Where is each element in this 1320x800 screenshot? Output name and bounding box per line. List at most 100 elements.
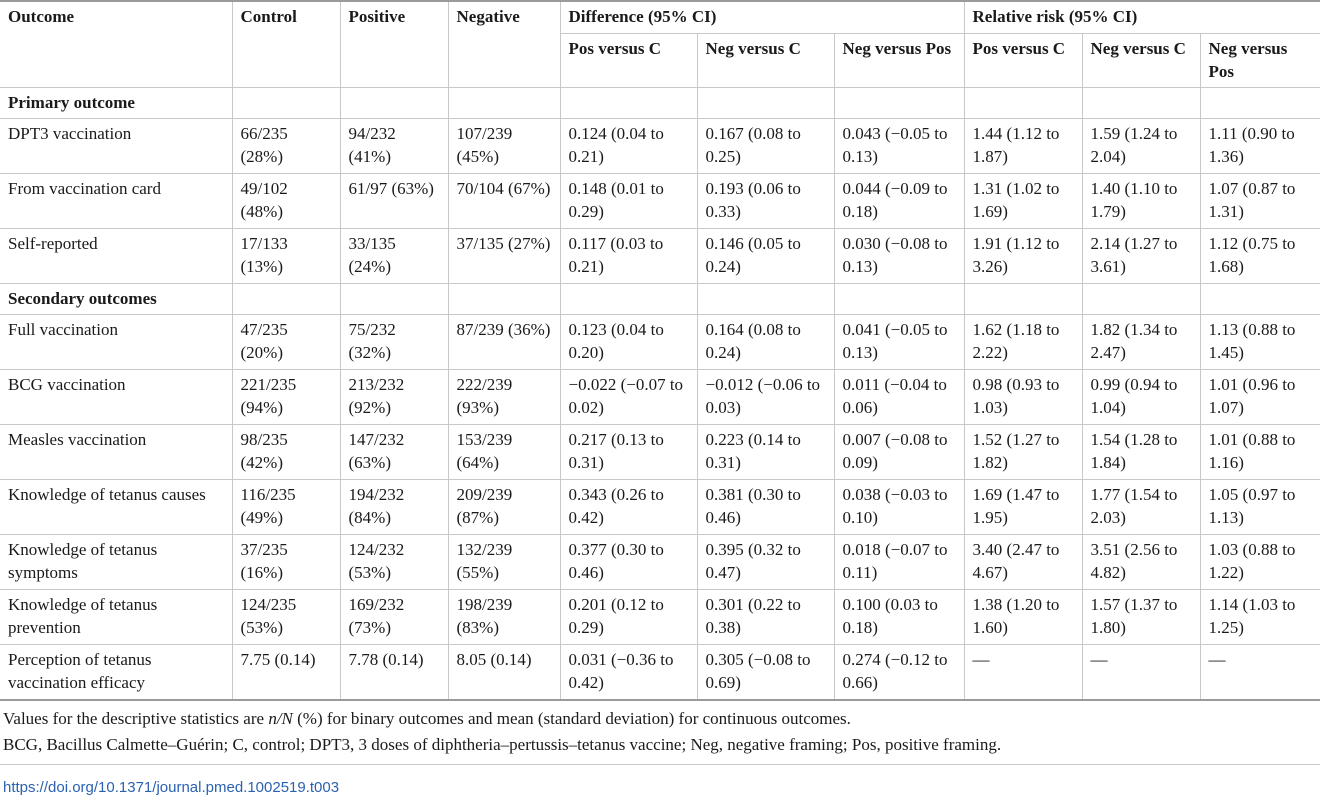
cell-r-pos-c: — bbox=[963, 644, 1083, 701]
cell-r-pos-c: 1.62 (1.18 to 2.22) bbox=[963, 314, 1083, 370]
cell-r-neg-c: 1.57 (1.37 to 1.80) bbox=[1081, 589, 1201, 645]
results-table: Outcome Control Positive Negative Differ… bbox=[0, 0, 1320, 701]
cell-positive: 194/232 (84%) bbox=[339, 479, 449, 535]
section-label-secondary: Secondary outcomes bbox=[0, 283, 233, 315]
doi-link[interactable]: https://doi.org/10.1371/journal.pmed.100… bbox=[3, 779, 340, 796]
footnote-values: Values for the descriptive statistics ar… bbox=[3, 709, 851, 728]
cell-d-neg-c: 0.301 (0.22 to 0.38) bbox=[696, 589, 835, 645]
cell-d-neg-c: 0.395 (0.32 to 0.47) bbox=[696, 534, 835, 590]
cell-negative: 153/239 (64%) bbox=[447, 424, 561, 480]
cell-r-pos-c: 0.98 (0.93 to 1.03) bbox=[963, 369, 1083, 425]
col-header-diff-neg-c: Neg versus C bbox=[696, 33, 835, 88]
table-row: Knowledge of tetanus symptoms 37/235 (16%… bbox=[0, 534, 1320, 590]
cell-r-pos-c: 1.69 (1.47 to 1.95) bbox=[963, 479, 1083, 535]
cell-positive: 7.78 (0.14) bbox=[339, 644, 449, 701]
cell-r-neg-c: — bbox=[1081, 644, 1201, 701]
cell-d-pos-c: 0.377 (0.30 to 0.46) bbox=[559, 534, 698, 590]
cell-negative: 8.05 (0.14) bbox=[447, 644, 561, 701]
col-header-diff-pos-c: Pos versus C bbox=[560, 33, 698, 88]
col-header-diff-neg-pos: Neg versus Pos bbox=[833, 33, 965, 88]
cell-negative: 107/239 (45%) bbox=[447, 118, 561, 174]
cell-control: 66/235 (28%) bbox=[231, 118, 341, 174]
table-footnotes: Values for the descriptive statistics ar… bbox=[3, 706, 1001, 758]
cell-outcome: Self-reported bbox=[0, 228, 233, 284]
cell-control: 7.75 (0.14) bbox=[231, 644, 341, 701]
cell-d-neg-pos: 0.100 (0.03 to 0.18) bbox=[833, 589, 965, 645]
cell-outcome: Knowledge of tetanus causes bbox=[0, 479, 233, 535]
col-header-outcome: Outcome bbox=[0, 0, 233, 88]
cell-negative: 209/239 (87%) bbox=[447, 479, 561, 535]
cell-negative: 222/239 (93%) bbox=[447, 369, 561, 425]
cell-r-neg-pos: 1.12 (0.75 to 1.68) bbox=[1199, 228, 1320, 284]
cell-negative: 198/239 (83%) bbox=[447, 589, 561, 645]
table-row: Full vaccination 47/235 (20%) 75/232 (32%)… bbox=[0, 314, 1320, 370]
col-header-positive: Positive bbox=[339, 0, 449, 88]
col-group-difference: Difference (95% CI) bbox=[559, 0, 965, 34]
col-header-control: Control bbox=[231, 0, 341, 88]
cell-d-neg-pos: 0.030 (−0.08 to 0.13) bbox=[833, 228, 965, 284]
cell-r-neg-pos: — bbox=[1199, 644, 1320, 701]
cell-positive: 33/135 (24%) bbox=[339, 228, 449, 284]
header-row-1: Outcome Control Positive Negative Differ… bbox=[0, 0, 1320, 88]
cell-r-neg-c: 0.99 (0.94 to 1.04) bbox=[1081, 369, 1201, 425]
section-row-secondary: Secondary outcomes bbox=[0, 283, 1320, 315]
cell-positive: 147/232 (63%) bbox=[339, 424, 449, 480]
cell-r-pos-c: 1.38 (1.20 to 1.60) bbox=[963, 589, 1083, 645]
cell-positive: 94/232 (41%) bbox=[339, 118, 449, 174]
cell-r-pos-c: 1.52 (1.27 to 1.82) bbox=[963, 424, 1083, 480]
cell-d-neg-c: 0.146 (0.05 to 0.24) bbox=[696, 228, 835, 284]
cell-outcome: Knowledge of tetanus prevention bbox=[0, 589, 233, 645]
cell-r-neg-c: 1.54 (1.28 to 1.84) bbox=[1081, 424, 1201, 480]
cell-outcome: BCG vaccination bbox=[0, 369, 233, 425]
cell-r-neg-c: 1.59 (1.24 to 2.04) bbox=[1081, 118, 1201, 174]
cell-r-neg-pos: 1.14 (1.03 to 1.25) bbox=[1199, 589, 1320, 645]
cell-d-pos-c: 0.201 (0.12 to 0.29) bbox=[559, 589, 698, 645]
cell-outcome: From vaccination card bbox=[0, 173, 233, 229]
cell-outcome: Knowledge of tetanus symptoms bbox=[0, 534, 233, 590]
footnote-abbreviations: BCG, Bacillus Calmette–Guérin; C, contro… bbox=[3, 735, 1002, 754]
cell-d-neg-pos: 0.011 (−0.04 to 0.06) bbox=[833, 369, 965, 425]
cell-d-neg-pos: 0.043 (−0.05 to 0.13) bbox=[833, 118, 965, 174]
cell-d-neg-c: 0.167 (0.08 to 0.25) bbox=[696, 118, 835, 174]
cell-r-neg-c: 1.40 (1.10 to 1.79) bbox=[1081, 173, 1201, 229]
cell-outcome: Measles vaccination bbox=[0, 424, 233, 480]
cell-r-neg-pos: 1.03 (0.88 to 1.22) bbox=[1199, 534, 1320, 590]
table-row: Knowledge of tetanus prevention 124/235 (… bbox=[0, 589, 1320, 645]
table-row: Perception of tetanus vaccination effica… bbox=[0, 644, 1320, 701]
col-header-rr-neg-pos: Neg versus Pos bbox=[1199, 33, 1320, 88]
cell-outcome: Full vaccination bbox=[0, 314, 233, 370]
cell-negative: 37/135 (27%) bbox=[447, 228, 561, 284]
cell-control: 116/235 (49%) bbox=[231, 479, 341, 535]
cell-d-neg-pos: 0.274 (−0.12 to 0.66) bbox=[833, 644, 965, 701]
cell-d-pos-c: 0.148 (0.01 to 0.29) bbox=[559, 173, 698, 229]
cell-d-pos-c: 0.117 (0.03 to 0.21) bbox=[559, 228, 698, 284]
cell-d-neg-c: 0.223 (0.14 to 0.31) bbox=[696, 424, 835, 480]
cell-control: 37/235 (16%) bbox=[231, 534, 341, 590]
cell-d-pos-c: 0.031 (−0.36 to 0.42) bbox=[559, 644, 698, 701]
cell-d-pos-c: 0.123 (0.04 to 0.20) bbox=[559, 314, 698, 370]
cell-d-neg-c: 0.305 (−0.08 to 0.69) bbox=[696, 644, 835, 701]
cell-positive: 169/232 (73%) bbox=[339, 589, 449, 645]
cell-r-neg-c: 1.77 (1.54 to 2.03) bbox=[1081, 479, 1201, 535]
cell-r-neg-c: 1.82 (1.34 to 2.47) bbox=[1081, 314, 1201, 370]
col-header-negative: Negative bbox=[447, 0, 561, 88]
col-header-rr-neg-c: Neg versus C bbox=[1081, 33, 1201, 88]
cell-r-neg-pos: 1.13 (0.88 to 1.45) bbox=[1199, 314, 1320, 370]
cell-d-pos-c: −0.022 (−0.07 to 0.02) bbox=[559, 369, 698, 425]
cell-negative: 87/239 (36%) bbox=[447, 314, 561, 370]
cell-d-pos-c: 0.124 (0.04 to 0.21) bbox=[559, 118, 698, 174]
cell-outcome: DPT3 vaccination bbox=[0, 118, 233, 174]
cell-r-neg-pos: 1.01 (0.88 to 1.16) bbox=[1199, 424, 1320, 480]
cell-outcome: Perception of tetanus vaccination effica… bbox=[0, 644, 233, 701]
cell-r-neg-c: 3.51 (2.56 to 4.82) bbox=[1081, 534, 1201, 590]
cell-d-pos-c: 0.217 (0.13 to 0.31) bbox=[559, 424, 698, 480]
cell-positive: 213/232 (92%) bbox=[339, 369, 449, 425]
cell-r-pos-c: 1.91 (1.12 to 3.26) bbox=[963, 228, 1083, 284]
cell-control: 49/102 (48%) bbox=[231, 173, 341, 229]
cell-d-neg-c: −0.012 (−0.06 to 0.03) bbox=[696, 369, 835, 425]
cell-d-neg-pos: 0.044 (−0.09 to 0.18) bbox=[833, 173, 965, 229]
cell-r-neg-pos: 1.05 (0.97 to 1.13) bbox=[1199, 479, 1320, 535]
cell-r-neg-c: 2.14 (1.27 to 3.61) bbox=[1081, 228, 1201, 284]
cell-control: 17/133 (13%) bbox=[231, 228, 341, 284]
